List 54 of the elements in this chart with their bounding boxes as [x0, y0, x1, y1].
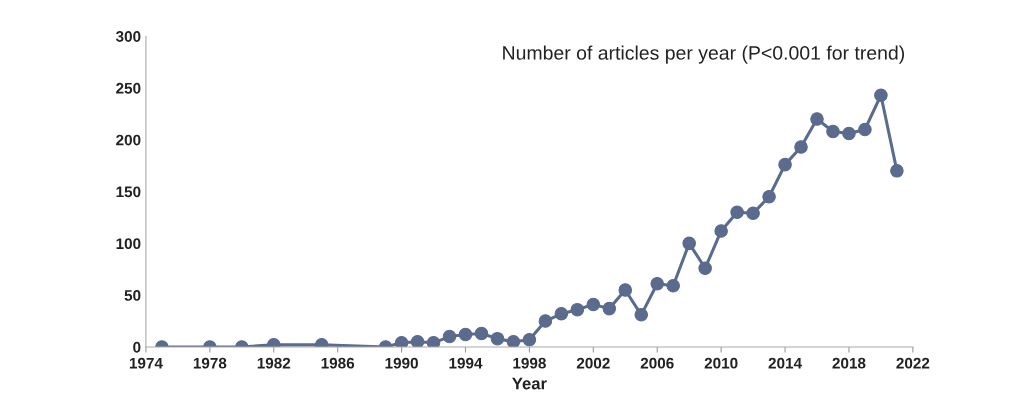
x-tick-label: 2010	[704, 357, 738, 369]
point	[490, 331, 505, 346]
y-tick-label: 200	[116, 134, 141, 146]
x-tick-label: 2002	[576, 357, 610, 369]
point	[890, 164, 904, 178]
y-tick-label: 150	[116, 186, 141, 198]
x-axis-title: Year	[512, 377, 547, 390]
point	[746, 206, 760, 221]
x-tick-label: 1978	[193, 357, 227, 369]
point	[714, 224, 728, 238]
point	[762, 189, 776, 204]
point	[778, 157, 792, 172]
x-tick-label: 2018	[832, 357, 866, 369]
point	[634, 308, 649, 322]
point	[826, 124, 840, 139]
x-tick-label: 1982	[257, 357, 291, 369]
point	[474, 326, 489, 341]
point	[698, 261, 712, 275]
point	[858, 122, 872, 137]
point	[442, 329, 457, 344]
point	[842, 126, 856, 141]
point	[730, 205, 744, 220]
point	[426, 336, 441, 347]
x-tick-label: 1990	[385, 357, 418, 369]
point	[650, 276, 664, 291]
point	[874, 88, 888, 102]
x-tick-label: 2014	[768, 357, 802, 369]
x-tick-label: 1986	[321, 357, 355, 369]
y-tick-label: 50	[124, 290, 141, 301]
point	[618, 283, 633, 297]
point	[810, 112, 824, 126]
x-tick-label: 1994	[449, 357, 483, 369]
point	[394, 336, 409, 347]
point	[682, 236, 696, 251]
y-tick-label: 100	[116, 238, 141, 250]
y-tick-label: 300	[115, 31, 141, 42]
x-tick-label: 2022	[896, 357, 930, 369]
y-tick-label: 0	[133, 341, 141, 353]
annotation: Number of articles per year (P<0.001 for trend)	[503, 45, 905, 64]
point	[554, 307, 569, 321]
point	[506, 335, 521, 347]
point	[666, 279, 680, 293]
point	[570, 302, 585, 317]
x-tick-label: 1974	[129, 357, 163, 369]
point	[458, 327, 473, 342]
point	[794, 140, 808, 154]
point	[586, 297, 601, 312]
x-tick-label: 1998	[513, 357, 546, 369]
y-tick-label: 250	[116, 82, 141, 94]
point	[522, 332, 537, 347]
point	[410, 335, 425, 347]
point	[538, 314, 553, 328]
point	[602, 301, 617, 316]
x-tick-label: 2006	[640, 357, 674, 369]
